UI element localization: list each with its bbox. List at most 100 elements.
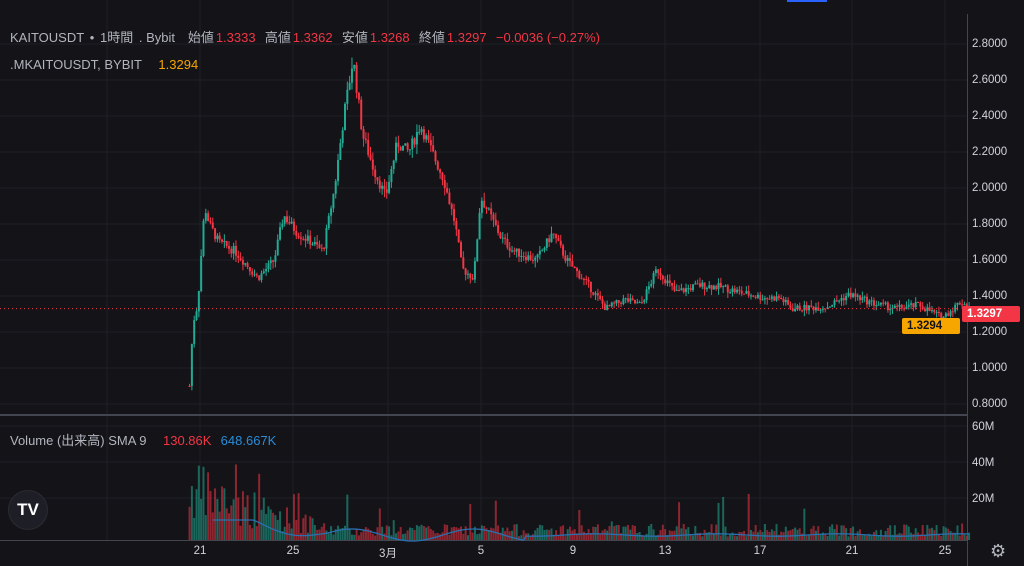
candle: [919, 302, 922, 307]
volume-bar: [747, 493, 750, 540]
volume-bar: [513, 524, 516, 540]
candle: [190, 343, 193, 387]
tradingview-logo[interactable]: TV: [8, 490, 48, 530]
candle: [520, 255, 523, 257]
volume-bar: [204, 515, 207, 540]
mark-symbol[interactable]: .MKAITOUSDT, BYBIT: [10, 57, 142, 72]
volume-bar: [640, 535, 643, 540]
candle: [671, 282, 674, 286]
active-indicator: [787, 0, 827, 2]
volume-bar: [415, 525, 418, 540]
volume-bar: [197, 465, 200, 540]
candle: [341, 130, 344, 144]
candle: [831, 304, 834, 307]
candle: [654, 269, 657, 274]
candle: [395, 142, 398, 161]
volume-bar: [501, 527, 504, 540]
volume-bar: [399, 526, 402, 540]
volume-bar: [228, 513, 230, 540]
volume-bar: [462, 533, 465, 540]
candle: [803, 304, 806, 311]
volume-bar: [631, 525, 634, 540]
volume-bar: [427, 526, 430, 540]
volume-bar: [395, 533, 398, 540]
candle: [214, 228, 217, 240]
volume-bar: [364, 527, 367, 540]
settings-gear-icon[interactable]: ⚙: [990, 541, 1007, 561]
candle: [689, 288, 692, 291]
volume-bar: [255, 526, 258, 540]
candle: [958, 302, 961, 305]
volume-bar: [661, 524, 664, 540]
volume-bar: [838, 535, 841, 540]
volume-bar: [337, 525, 340, 540]
candle: [318, 244, 321, 248]
volume-bar: [443, 524, 446, 540]
volume-bar: [777, 534, 780, 540]
volume-bar: [819, 534, 822, 540]
candle: [692, 284, 694, 291]
candle: [292, 221, 295, 231]
candle: [464, 268, 467, 275]
candle: [369, 154, 372, 160]
candle: [814, 307, 817, 311]
candle: [260, 273, 263, 281]
candle: [576, 268, 578, 272]
volume-bar: [596, 524, 599, 540]
candle: [907, 304, 910, 307]
volume-bar: [457, 528, 460, 540]
volume-bar: [339, 528, 342, 540]
price-tick: 2.2000: [972, 146, 1008, 158]
volume-bar: [392, 520, 395, 540]
volume-bar: [896, 534, 899, 540]
candle: [346, 89, 349, 104]
candle: [334, 181, 337, 194]
candle: [429, 140, 432, 146]
candle: [471, 278, 474, 280]
candle: [239, 258, 242, 261]
candle: [930, 310, 933, 312]
volume-bar: [831, 524, 834, 540]
volume-bar: [924, 535, 926, 540]
volume-bar: [552, 534, 555, 540]
volume-bar: [856, 531, 859, 540]
candle: [448, 192, 451, 205]
candle: [791, 308, 794, 312]
volume-bar: [439, 534, 442, 540]
volume-legend: Volume (出来高) SMA 9 130.86K 648.667K: [10, 430, 278, 449]
candle: [935, 311, 938, 313]
symbol[interactable]: KAITOUSDT: [10, 30, 85, 45]
volume-bar: [193, 517, 196, 540]
time-tick: 3月: [379, 548, 397, 560]
candle: [872, 300, 875, 306]
candle: [506, 238, 509, 248]
candle: [390, 168, 393, 183]
candle: [327, 215, 330, 229]
candle: [770, 296, 773, 299]
volume-bar: [460, 526, 462, 540]
volume-bar: [905, 524, 908, 540]
candle: [898, 304, 901, 307]
volume-bar: [833, 529, 836, 540]
candle: [316, 242, 319, 245]
candle: [910, 303, 913, 305]
candle: [225, 240, 228, 247]
volume-bar: [886, 527, 889, 540]
candle: [947, 313, 950, 316]
candle: [666, 280, 669, 284]
candle: [573, 266, 576, 269]
exchange: . Bybit: [138, 30, 175, 45]
candle: [659, 273, 662, 276]
volume-bar: [643, 535, 646, 540]
volume-title[interactable]: Volume (出来高) SMA 9: [10, 433, 147, 448]
candle: [200, 255, 203, 292]
candle: [269, 260, 272, 264]
volume-bar: [367, 528, 370, 540]
candle: [286, 216, 288, 223]
volume-bar: [473, 526, 476, 540]
candle: [701, 282, 704, 287]
candle: [483, 200, 486, 208]
candle: [193, 319, 196, 344]
candle: [339, 143, 342, 160]
